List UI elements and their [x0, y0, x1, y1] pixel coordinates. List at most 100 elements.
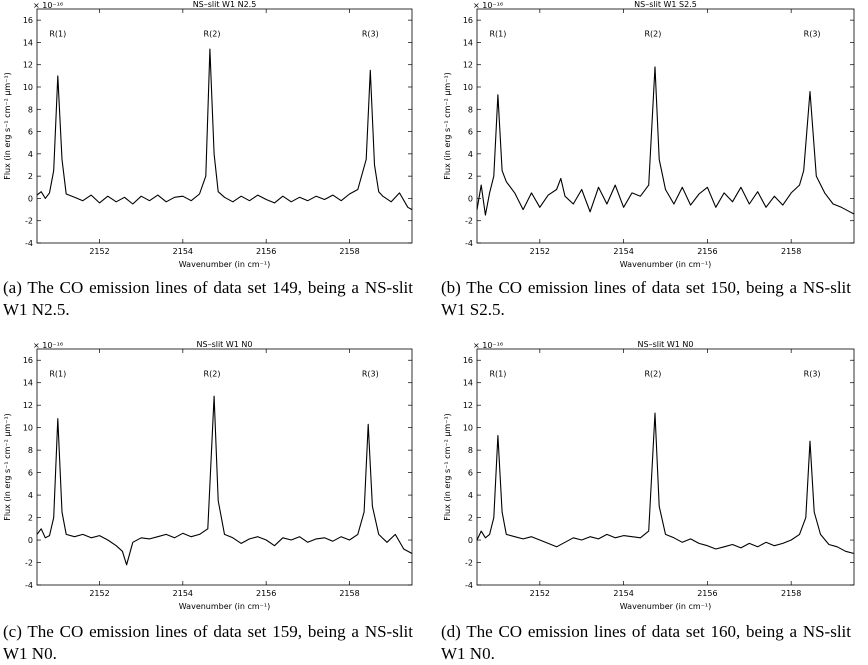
y-exponent: × 10⁻¹⁶	[473, 341, 503, 350]
caption-b: (b) The CO emission lines of data set 15…	[441, 278, 851, 319]
y-tick-label: 14	[23, 379, 33, 388]
x-tick-label: 2154	[613, 589, 633, 598]
x-tick-label: 2154	[173, 247, 193, 256]
chart-d: -4 -2 0 2 4 6 8 10 12 14 16 2152 2154 2156 2158 NS–slit…	[443, 340, 855, 611]
y-tick-label: -2	[465, 217, 473, 226]
chart-a: -4 -2 0 2 4 6 8 10 12 14 16 2152 2154 2156 2158 NS–slit…	[3, 0, 413, 269]
plot-frame	[36, 8, 413, 244]
y-tick-label: 16	[23, 16, 33, 25]
x-axis-label: Wavenumber (in cm⁻¹)	[179, 602, 270, 611]
y-tick-label: 4	[28, 150, 33, 159]
chart-panel-b: -4 -2 0 2 4 6 8 10 12 14 16 2152 2154 2156 2158 NS–slit…	[440, 0, 868, 270]
chart-panel-a: -4 -2 0 2 4 6 8 10 12 14 16 2152 2154 2156 2158 NS–slit…	[0, 0, 430, 270]
plot-frame	[36, 348, 413, 586]
chart-b: -4 -2 0 2 4 6 8 10 12 14 16 2152 2154 2156 2158 NS–slit…	[443, 0, 855, 269]
y-tick-label: 6	[468, 128, 473, 137]
y-tick-label: 0	[468, 536, 473, 545]
y-tick-label: -4	[25, 239, 33, 248]
y-tick-label: -2	[25, 217, 33, 226]
y-tick-label: 12	[23, 61, 33, 70]
y-tick-label: 16	[463, 356, 473, 365]
y-tick-label: 16	[463, 16, 473, 25]
y-exponent: × 10⁻¹⁶	[33, 1, 63, 10]
line-annotation: R(1)	[49, 370, 66, 379]
y-tick-label: 0	[468, 194, 473, 203]
x-tick-label: 2154	[173, 589, 193, 598]
y-tick-label: 14	[463, 379, 473, 388]
spectrum-line	[36, 48, 413, 211]
y-tick-label: -4	[25, 581, 33, 590]
y-tick-label: 4	[468, 150, 473, 159]
line-annotation: R(3)	[804, 30, 821, 39]
x-tick-label: 2152	[530, 589, 550, 598]
x-tick-label: 2158	[339, 589, 359, 598]
x-tick-label: 2156	[697, 247, 717, 256]
x-tick-label: 2156	[256, 247, 276, 256]
line-annotation: R(1)	[489, 30, 506, 39]
x-axis-label: Wavenumber (in cm⁻¹)	[179, 260, 270, 269]
x-tick-label: 2152	[89, 247, 109, 256]
y-tick-label: 16	[23, 356, 33, 365]
y-tick-label: 2	[28, 514, 33, 523]
y-tick-label: 12	[23, 401, 33, 410]
y-tick-label: 6	[468, 469, 473, 478]
y-tick-label: 4	[28, 491, 33, 500]
caption-a: (a) The CO emission lines of data set 14…	[3, 278, 413, 319]
x-tick-label: 2158	[781, 589, 801, 598]
y-tick-label: 8	[468, 446, 473, 455]
y-tick-label: 2	[468, 172, 473, 181]
y-tick-label: 8	[28, 105, 33, 114]
line-annotation: R(1)	[489, 370, 506, 379]
y-axis-label: Flux (in erg s⁻¹ cm⁻² μm⁻¹)	[443, 413, 452, 521]
y-axis-label: Flux (in erg s⁻¹ cm⁻² μm⁻¹)	[3, 413, 12, 521]
line-annotation: R(2)	[644, 30, 661, 39]
chart-panel-c: -4 -2 0 2 4 6 8 10 12 14 16 2152 2154 2156 2158 NS–slit…	[0, 340, 430, 612]
y-tick-label: 2	[28, 172, 33, 181]
y-tick-label: 6	[28, 128, 33, 137]
y-tick-label: 14	[463, 38, 473, 47]
y-tick-label: -2	[465, 559, 473, 568]
y-tick-label: 8	[28, 446, 33, 455]
y-tick-label: 10	[23, 83, 33, 92]
line-annotation: R(3)	[362, 30, 379, 39]
spectrum-line	[36, 395, 413, 566]
line-annotation: R(2)	[204, 30, 221, 39]
plot-frame	[476, 8, 855, 244]
line-annotation: R(3)	[804, 370, 821, 379]
caption-c: (c) The CO emission lines of data set 15…	[3, 622, 413, 663]
y-tick-label: -4	[465, 581, 473, 590]
y-tick-label: 2	[468, 514, 473, 523]
plot-frame	[476, 348, 855, 586]
y-axis-label: Flux (in erg s⁻¹ cm⁻² μm⁻¹)	[443, 72, 452, 180]
chart-c: -4 -2 0 2 4 6 8 10 12 14 16 2152 2154 2156 2158 NS–slit…	[3, 340, 413, 611]
x-tick-label: 2152	[89, 589, 109, 598]
y-tick-label: 8	[468, 105, 473, 114]
y-exponent: × 10⁻¹⁶	[473, 1, 503, 10]
y-tick-label: 4	[468, 491, 473, 500]
x-axis-label: Wavenumber (in cm⁻¹)	[620, 260, 711, 269]
line-annotation: R(2)	[204, 370, 221, 379]
y-axis-label: Flux (in erg s⁻¹ cm⁻² μm⁻¹)	[3, 72, 12, 180]
chart-title: NS–slit W1 S2.5	[634, 0, 697, 9]
x-tick-label: 2156	[697, 589, 717, 598]
y-tick-label: 12	[463, 61, 473, 70]
y-tick-label: 10	[463, 83, 473, 92]
y-tick-label: 6	[28, 469, 33, 478]
spectrum-line	[476, 66, 855, 216]
x-tick-label: 2152	[530, 247, 550, 256]
y-tick-label: -2	[25, 559, 33, 568]
x-axis-label: Wavenumber (in cm⁻¹)	[620, 602, 711, 611]
y-exponent: × 10⁻¹⁶	[33, 341, 63, 350]
y-tick-label: 0	[28, 536, 33, 545]
chart-title: NS–slit W1 N0	[638, 340, 694, 349]
y-tick-label: 10	[23, 424, 33, 433]
spectrum-line	[476, 412, 855, 555]
line-annotation: R(1)	[49, 30, 66, 39]
x-tick-label: 2158	[781, 247, 801, 256]
chart-title: NS–slit W1 N0	[197, 340, 253, 349]
chart-panel-d: -4 -2 0 2 4 6 8 10 12 14 16 2152 2154 2156 2158 NS–slit…	[440, 340, 868, 612]
x-tick-label: 2158	[339, 247, 359, 256]
y-tick-label: 14	[23, 38, 33, 47]
line-annotation: R(2)	[644, 370, 661, 379]
y-tick-label: 0	[28, 194, 33, 203]
